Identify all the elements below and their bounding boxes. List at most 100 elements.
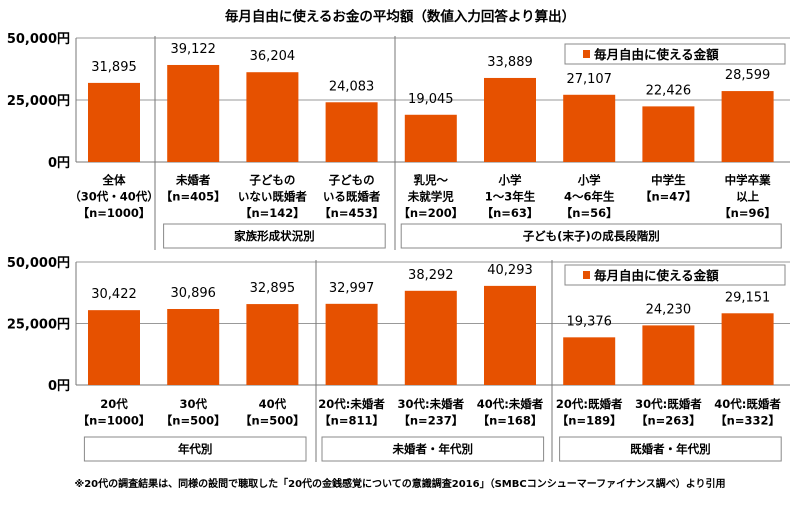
- bar: [325, 102, 378, 162]
- data-label: 32,895: [250, 281, 296, 296]
- category-label: 小学: [577, 173, 601, 187]
- y-tick-label: 0円: [48, 156, 70, 171]
- data-label: 31,895: [91, 60, 137, 75]
- bar: [167, 64, 220, 162]
- category-label: 【n=200】: [398, 206, 463, 220]
- category-label: 20代:未婚者: [318, 397, 385, 411]
- bar: [721, 313, 774, 385]
- category-label: いる既婚者: [323, 190, 381, 204]
- legend-label: 毎月自由に使える金額: [594, 268, 719, 283]
- category-label: 【n=1000】: [78, 206, 151, 220]
- category-label: 【n=405】: [161, 190, 226, 204]
- category-label: 40代:既婚者: [714, 397, 781, 411]
- category-label: 【n=56】: [561, 206, 618, 220]
- bar: [325, 303, 378, 385]
- footnote: ※20代の調査結果は、同様の設問で聴取した「20代の金銭感覚についての意識調査2…: [75, 477, 726, 490]
- legend-label: 毎月自由に使える金額: [594, 47, 719, 62]
- y-tick-label: 25,000円: [7, 318, 70, 333]
- chart-panel-2: 0円 25,000円 50,000円 30,422 20代【n=1000】 30,896 3…: [7, 256, 790, 462]
- chart-title: 毎月自由に使えるお金の平均額（数値入力回答より算出）: [225, 8, 575, 25]
- group-label: 家族形成状況別: [234, 229, 315, 243]
- data-label: 19,376: [566, 314, 612, 329]
- data-label: 30,422: [91, 287, 137, 302]
- category-label: 【n=96】: [719, 206, 776, 220]
- category-label: 【n=263】: [636, 414, 701, 428]
- category-label: いない既婚者: [238, 190, 307, 204]
- data-label: 33,889: [487, 55, 533, 70]
- category-label: 子どもの: [329, 173, 375, 187]
- category-label: 40代:未婚者: [477, 397, 544, 411]
- category-label: 30代:既婚者: [635, 397, 702, 411]
- bar: [642, 106, 695, 162]
- group-box: [163, 223, 386, 249]
- legend-box: [564, 264, 786, 286]
- data-label: 27,107: [566, 72, 612, 87]
- bar: [246, 72, 299, 162]
- legend: 毎月自由に使える金額: [564, 43, 786, 65]
- group-label: 年代別: [178, 442, 213, 456]
- data-label: 38,292: [408, 268, 454, 283]
- bar: [721, 91, 774, 162]
- group-label: 既婚者・年代別: [630, 442, 711, 456]
- data-label: 32,997: [329, 281, 375, 296]
- category-label: 未就学児: [407, 190, 454, 204]
- data-label: 24,230: [646, 302, 692, 317]
- category-label: 20代: [100, 397, 128, 411]
- category-label: 20代:既婚者: [556, 397, 623, 411]
- category-label: 【n=142】: [240, 206, 305, 220]
- data-label: 39,122: [170, 42, 216, 57]
- legend-swatch: [583, 50, 590, 58]
- bar: [88, 310, 140, 385]
- category-label: 以上: [736, 190, 759, 204]
- y-tick-label: 50,000円: [7, 256, 70, 271]
- category-label: 4～6年生: [564, 190, 615, 204]
- category-label: 40代: [259, 397, 287, 411]
- bar: [484, 77, 536, 162]
- category-label: 【n=453】: [319, 206, 384, 220]
- category-label: （30代・40代）: [69, 190, 159, 204]
- data-label: 24,083: [329, 79, 375, 94]
- group-box: [83, 436, 307, 462]
- legend: 毎月自由に使える金額: [564, 264, 786, 286]
- bar: [88, 82, 140, 162]
- category-label: 【n=500】: [240, 414, 305, 428]
- category-label: 【n=63】: [482, 206, 539, 220]
- group-label: 未婚者・年代別: [392, 442, 474, 456]
- bar: [246, 304, 299, 385]
- legend-box: [564, 43, 786, 65]
- data-label: 28,599: [725, 68, 771, 83]
- category-label: 中学生: [651, 173, 686, 187]
- bar: [563, 337, 616, 385]
- category-label: 【n=168】: [478, 414, 543, 428]
- category-label: 子どもの: [249, 173, 295, 187]
- y-tick-label: 25,000円: [7, 94, 70, 109]
- category-label: 30代: [179, 397, 207, 411]
- y-tick-label: 50,000円: [7, 32, 70, 47]
- category-label: 【n=189】: [557, 414, 622, 428]
- category-label: 中学卒業: [725, 173, 771, 187]
- category-label: 乳児～: [414, 173, 449, 187]
- category-label: 小学: [498, 173, 522, 187]
- bar: [404, 114, 457, 162]
- data-label: 40,293: [487, 263, 533, 278]
- category-label: 1～3年生: [485, 190, 536, 204]
- group-box: [400, 223, 782, 249]
- bar: [484, 285, 536, 385]
- category-label: 【n=332】: [715, 414, 780, 428]
- data-label: 36,204: [250, 49, 296, 64]
- y-tick-label: 0円: [48, 379, 70, 394]
- category-label: 全体: [102, 173, 126, 187]
- data-label: 30,896: [170, 286, 216, 301]
- category-label: 【n=47】: [640, 190, 697, 204]
- category-label: 【n=1000】: [78, 414, 151, 428]
- category-label: 未婚者: [175, 173, 211, 187]
- category-label: 【n=237】: [398, 414, 463, 428]
- group-label: 子ども(末子)の成長段階別: [523, 229, 660, 243]
- group-box: [321, 436, 545, 462]
- bar: [404, 290, 457, 385]
- data-label: 22,426: [646, 83, 692, 98]
- group-box: [559, 436, 782, 462]
- bar: [642, 325, 695, 385]
- bar: [563, 94, 616, 162]
- bar: [167, 308, 220, 385]
